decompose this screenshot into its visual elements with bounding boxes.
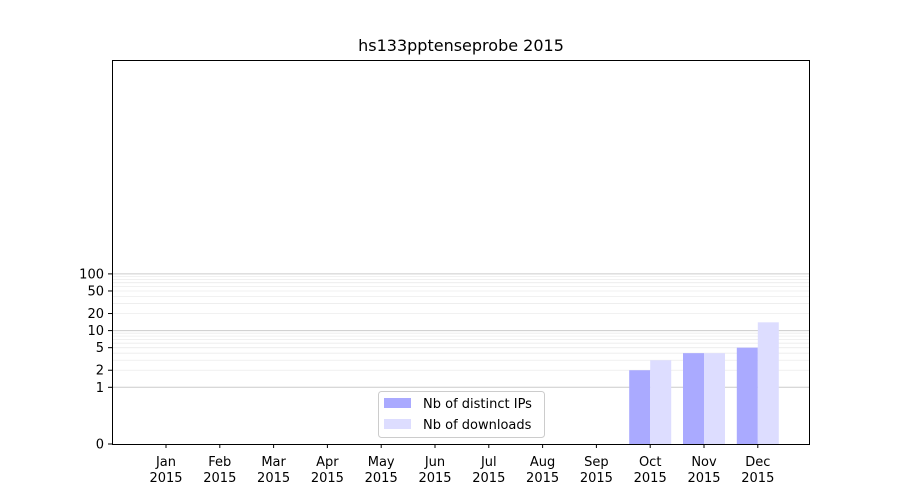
legend-swatch [384, 398, 411, 408]
x-tick-label-year: 2015 [203, 471, 236, 486]
x-tick-label-month: Jan [155, 455, 176, 470]
x-axis: Jan2015Feb2015Mar2015Apr2015May2015Jun20… [149, 444, 774, 486]
x-tick-label-year: 2015 [472, 471, 505, 486]
gridlines [112, 273, 809, 388]
legend-label: Nb of downloads [423, 418, 532, 433]
legend-box [378, 391, 545, 438]
plot-frame [112, 60, 810, 445]
x-tick-label-year: 2015 [418, 471, 451, 486]
x-tick-label-month: Mar [261, 455, 286, 470]
x-tick-label-year: 2015 [311, 471, 344, 486]
x-tick-label-month: Nov [691, 455, 717, 470]
x-tick-label-year: 2015 [687, 471, 720, 486]
y-tick-label: 10 [87, 324, 104, 339]
legend-label: Nb of distinct IPs [423, 397, 532, 412]
y-tick-label: 1 [96, 381, 104, 396]
bar-nb-of-downloads-oct [650, 360, 672, 444]
legend-swatch [384, 419, 411, 429]
legend: Nb of distinct IPs Nb of downloads [378, 391, 545, 438]
x-tick-label-month: Dec [745, 455, 770, 470]
x-tick-label-month: Sep [584, 455, 609, 470]
y-tick-label: 5 [96, 341, 104, 356]
x-tick-label-month: Jun [424, 455, 445, 470]
x-tick-label-year: 2015 [526, 471, 559, 486]
x-tick-label-month: May [368, 455, 395, 470]
bar-nb-of-downloads-nov [704, 353, 725, 444]
x-tick-label-month: Aug [530, 455, 555, 470]
x-tick-label-year: 2015 [741, 471, 774, 486]
y-axis: 0 1 2 5 10 20 50 100 [79, 267, 112, 453]
bar-nb-of-distinct-ips-nov [683, 353, 704, 444]
x-tick-label-month: Apr [316, 455, 339, 470]
y-tick-label: 2 [96, 364, 104, 379]
bars [629, 322, 779, 444]
x-tick-label-month: Jul [480, 455, 497, 470]
x-tick-label-month: Oct [639, 455, 661, 470]
y-tick-label: 50 [87, 284, 104, 299]
x-tick-label-year: 2015 [257, 471, 290, 486]
bar-nb-of-distinct-ips-dec [736, 347, 758, 444]
bar-nb-of-distinct-ips-oct [629, 370, 651, 444]
x-tick-label-year: 2015 [580, 471, 613, 486]
chart-title: hs133pptenseprobe 2015 [358, 36, 564, 55]
x-tick-label-year: 2015 [634, 471, 667, 486]
y-tick-label: 20 [87, 307, 104, 322]
x-tick-label-month: Feb [208, 455, 231, 470]
x-tick-label-year: 2015 [149, 471, 182, 486]
y-tick-label: 0 [96, 438, 104, 453]
x-tick-label-year: 2015 [365, 471, 398, 486]
y-tick-label: 100 [79, 267, 104, 282]
bar-nb-of-downloads-dec [757, 322, 779, 444]
